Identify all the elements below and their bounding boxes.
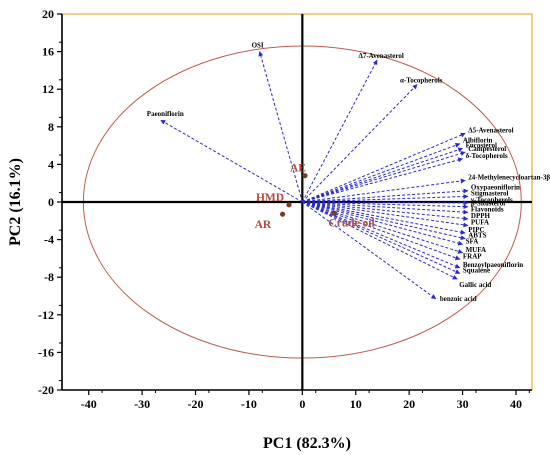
loading-vector (302, 151, 466, 203)
loading-vector (302, 201, 469, 221)
loading-vector (301, 84, 418, 203)
loading-label: α-Tocopherols (400, 77, 443, 85)
loading-vector (302, 201, 469, 210)
loading-label: Benzoylpaeoniflorin (463, 261, 523, 269)
loading-label: Squalene (463, 266, 490, 274)
loading-vector (302, 147, 464, 203)
x-tick-label: -20 (188, 397, 204, 411)
loading-label: Δ7-Avenasterol (358, 52, 403, 60)
y-axis-title: PC2 (16.1%) (7, 158, 24, 246)
loading-label: benzoic acid (440, 295, 477, 303)
loading-vector (302, 201, 461, 274)
sample-label: HMD (256, 192, 284, 204)
loading-label: Flavonoids (471, 205, 504, 213)
loading-vector (302, 200, 469, 206)
loading-label: DPPH (471, 212, 491, 220)
loading-vector (302, 178, 466, 203)
sample-label: AR (255, 219, 272, 231)
loading-label: ABTS (468, 232, 486, 240)
loading-label: SFA (466, 237, 479, 245)
loading-label: PUFA (471, 219, 489, 227)
loading-vector (302, 132, 466, 203)
x-tick-label: -40 (81, 397, 97, 411)
x-tick-label: -10 (241, 397, 257, 411)
loading-label: FRAP (463, 252, 482, 260)
loading-vector (302, 194, 469, 203)
sample-point (331, 210, 337, 216)
loading-vector (302, 201, 464, 246)
loading-label: 24-Methylenecycloartan-3β-ol (468, 173, 550, 181)
y-tick-label: -12 (38, 308, 54, 322)
sample-points: AE HMD AR Crude oil (255, 163, 375, 232)
loading-label: δ-Tocopherols (466, 152, 508, 160)
sample-point (302, 173, 308, 179)
y-tick-label: 8 (48, 120, 54, 134)
x-tick-label: 20 (403, 397, 415, 411)
loading-label: MUFA (466, 246, 486, 254)
loading-vector (302, 201, 458, 280)
loading-vector (302, 188, 469, 203)
x-axis-title: PC1 (82.3%) (263, 435, 351, 452)
x-tick-label: -30 (134, 397, 150, 411)
loading-vector (160, 119, 303, 203)
sample-label: AE (290, 163, 306, 175)
loading-vector (302, 201, 461, 269)
loading-vectors: OSI Paeoniflorin Δ7-Avenasterol α-Tocophero… (147, 42, 550, 303)
loading-vector (302, 201, 469, 215)
loading-label: Gallic acid (459, 281, 491, 289)
x-tick-label: 0 (299, 397, 305, 411)
loading-label: OSI (252, 42, 264, 50)
x-ticks: -40 -30 -20 -10 0 10 20 30 40 (81, 390, 530, 411)
loading-vector (302, 201, 437, 300)
sample-label: Crude oil (328, 217, 374, 229)
y-tick-label: 0 (48, 195, 54, 209)
y-tick-label: 4 (48, 157, 54, 171)
loading-label: Fucosterol (466, 141, 497, 149)
loading-vector (302, 201, 469, 228)
y-tick-label: 12 (42, 82, 54, 96)
x-tick-label: 40 (510, 397, 522, 411)
loading-vector (302, 201, 461, 261)
x-tick-label: 30 (457, 397, 469, 411)
loading-label: Paeoniflorin (147, 110, 184, 118)
loading-vector (302, 201, 466, 241)
loading-label: Δ5-Avenasterol (468, 126, 513, 134)
loading-label: β-Sitosterol (471, 200, 505, 208)
y-tick-label: 20 (42, 7, 54, 21)
loading-vector (302, 201, 464, 254)
loading-vector (302, 201, 466, 235)
loading-label: Campesterol (468, 145, 506, 153)
y-tick-label: 16 (42, 45, 54, 59)
sample-point (279, 211, 286, 217)
y-tick-label: -16 (38, 345, 54, 359)
loading-label: γ-Tocopherols (470, 196, 513, 204)
y-tick-label: -8 (44, 270, 54, 284)
sample-point (286, 202, 292, 208)
loading-vector (302, 157, 464, 203)
loading-vector (302, 142, 461, 203)
x-tick-label: 10 (350, 397, 362, 411)
loading-vector (258, 51, 303, 203)
loading-label: Oxypaeoniflorin (471, 184, 520, 192)
loading-label: Albiflorin (463, 137, 493, 145)
y-ticks: -20 -16 -12 -8 -4 0 4 8 12 16 20 (38, 7, 62, 397)
loading-vector (301, 59, 378, 203)
loading-label: Stigmasterol (471, 189, 509, 197)
y-tick-label: -20 (38, 383, 54, 397)
y-tick-label: -4 (44, 233, 54, 247)
loading-label: PIPC (468, 226, 484, 234)
